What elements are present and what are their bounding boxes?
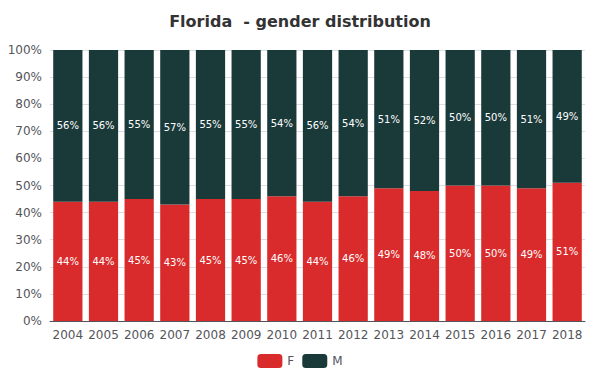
svg-text:2017: 2017 — [516, 328, 547, 342]
svg-text:56%: 56% — [306, 120, 328, 131]
svg-text:50%: 50% — [485, 112, 507, 123]
svg-text:2012: 2012 — [338, 328, 369, 342]
svg-text:46%: 46% — [342, 253, 364, 264]
svg-text:10%: 10% — [15, 287, 42, 301]
svg-text:48%: 48% — [413, 250, 435, 261]
svg-text:40%: 40% — [15, 206, 42, 220]
svg-text:2018: 2018 — [552, 328, 583, 342]
svg-text:2008: 2008 — [195, 328, 226, 342]
svg-text:50%: 50% — [449, 248, 471, 259]
svg-text:43%: 43% — [164, 257, 186, 268]
svg-text:2016: 2016 — [481, 328, 512, 342]
svg-text:54%: 54% — [271, 118, 293, 129]
svg-text:20%: 20% — [15, 260, 42, 274]
svg-text:49%: 49% — [378, 249, 400, 260]
svg-text:55%: 55% — [128, 119, 150, 130]
svg-text:52%: 52% — [413, 115, 435, 126]
svg-text:44%: 44% — [306, 256, 328, 267]
svg-text:2007: 2007 — [160, 328, 191, 342]
svg-text:2014: 2014 — [409, 328, 440, 342]
svg-text:55%: 55% — [235, 119, 257, 130]
svg-text:44%: 44% — [57, 256, 79, 267]
svg-text:F: F — [287, 354, 294, 368]
svg-text:51%: 51% — [556, 246, 578, 257]
svg-text:60%: 60% — [15, 151, 42, 165]
svg-text:2006: 2006 — [124, 328, 155, 342]
svg-text:50%: 50% — [15, 179, 42, 193]
svg-text:2011: 2011 — [302, 328, 333, 342]
svg-text:45%: 45% — [199, 255, 221, 266]
svg-text:90%: 90% — [15, 70, 42, 84]
svg-text:45%: 45% — [128, 255, 150, 266]
svg-text:2005: 2005 — [88, 328, 119, 342]
svg-text:M: M — [332, 354, 342, 368]
svg-text:0%: 0% — [23, 314, 42, 328]
svg-text:80%: 80% — [15, 97, 42, 111]
svg-text:2015: 2015 — [445, 328, 476, 342]
svg-text:30%: 30% — [15, 233, 42, 247]
svg-text:Florida - gender distribution: Florida - gender distribution — [169, 12, 431, 31]
svg-text:51%: 51% — [520, 114, 542, 125]
svg-text:55%: 55% — [199, 119, 221, 130]
svg-text:50%: 50% — [449, 112, 471, 123]
svg-text:2004: 2004 — [53, 328, 84, 342]
svg-text:49%: 49% — [556, 111, 578, 122]
svg-text:49%: 49% — [520, 249, 542, 260]
svg-text:56%: 56% — [57, 120, 79, 131]
svg-text:50%: 50% — [485, 248, 507, 259]
svg-text:57%: 57% — [164, 122, 186, 133]
svg-text:45%: 45% — [235, 255, 257, 266]
svg-text:44%: 44% — [92, 256, 114, 267]
svg-text:100%: 100% — [8, 43, 42, 57]
svg-text:70%: 70% — [15, 124, 42, 138]
svg-text:46%: 46% — [271, 253, 293, 264]
svg-text:2009: 2009 — [231, 328, 262, 342]
svg-text:2013: 2013 — [374, 328, 405, 342]
svg-text:51%: 51% — [378, 114, 400, 125]
svg-text:2010: 2010 — [267, 328, 298, 342]
svg-text:54%: 54% — [342, 118, 364, 129]
svg-text:56%: 56% — [92, 120, 114, 131]
